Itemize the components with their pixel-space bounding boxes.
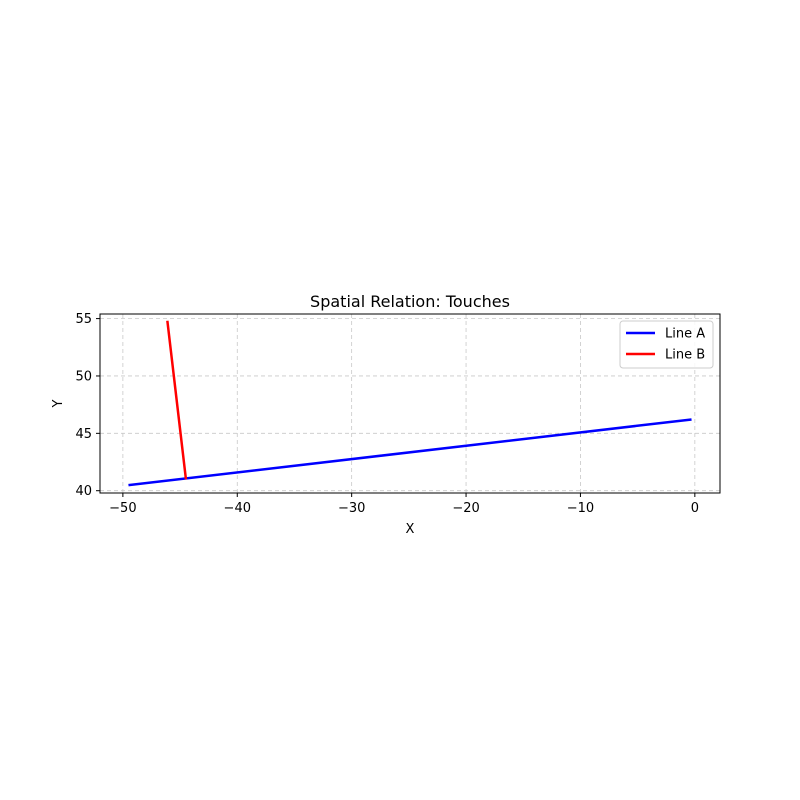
y-tick-label: 50	[75, 369, 92, 384]
series-layer	[128, 320, 692, 487]
series-line-a	[128, 418, 692, 487]
y-axis: 40 45 50 55	[75, 312, 100, 499]
y-tick-label: 45	[75, 427, 92, 442]
legend-label-line-a: Line A	[665, 327, 705, 342]
plot-frame	[99, 313, 721, 494]
plot-area	[100, 314, 720, 493]
x-axis-label: X	[406, 522, 415, 537]
x-axis: −50 −40 −30 −20 −10 0	[109, 493, 699, 516]
legend-label-line-b: Line B	[665, 348, 705, 363]
series-line-b	[166, 320, 188, 480]
x-tick-label: −30	[338, 501, 365, 516]
x-tick-label: −40	[224, 501, 251, 516]
x-tick-label: −50	[109, 501, 136, 516]
legend: Line A Line B	[619, 320, 714, 369]
x-tick-label: −20	[452, 501, 479, 516]
y-tick-label: 55	[75, 312, 92, 327]
x-tick-label: −10	[567, 501, 594, 516]
y-axis-label: Y	[51, 399, 66, 408]
y-tick-label: 40	[75, 484, 92, 499]
chart-title: Spatial Relation: Touches	[310, 292, 510, 311]
x-tick-label: 0	[691, 501, 699, 516]
grid	[100, 314, 720, 493]
